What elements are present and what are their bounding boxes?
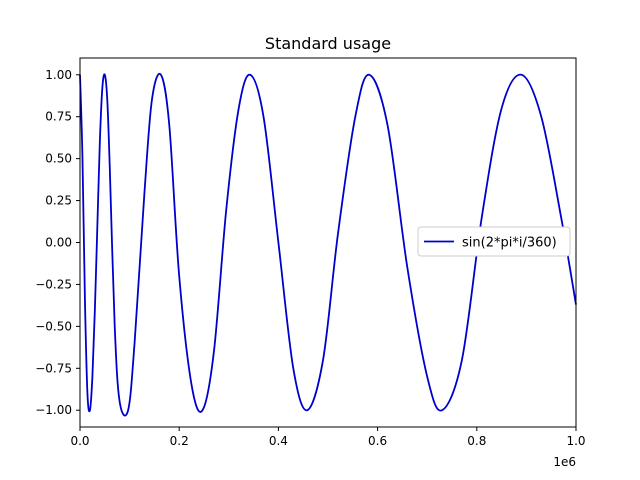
y-tick-label: −0.25: [35, 277, 72, 291]
x-tick-label: 1.0: [566, 434, 585, 448]
y-tick-label: −0.75: [35, 361, 72, 375]
y-axis: 1.00 0.75 0.50 0.25 0.00 −0.25 −0.50 −0.75 −1.00: [35, 68, 80, 417]
x-tick-label: 0.8: [467, 434, 486, 448]
x-tick-label: 0.0: [70, 434, 89, 448]
plot-area: [79, 72, 577, 417]
y-tick-label: −0.50: [35, 319, 72, 333]
legend-label: sin(2*pi*i/360): [462, 236, 557, 251]
plot-frame: [79, 57, 577, 428]
chart-title: Standard usage: [265, 34, 391, 53]
y-tick-label: 1.00: [45, 68, 72, 82]
legend-box: [417, 226, 571, 257]
y-tick-label: 0.75: [45, 110, 72, 124]
series-line: [79, 72, 577, 417]
x-axis: 0.0 0.2 0.4 0.6 0.8 1.0: [70, 427, 586, 448]
y-tick-label: 0.25: [45, 194, 72, 208]
x-tick-label: 0.4: [269, 434, 288, 448]
x-offset-label: 1e6: [553, 455, 576, 469]
y-tick-label: 0.50: [45, 152, 72, 166]
y-tick-label: −1.00: [35, 403, 72, 417]
x-tick-label: 0.2: [170, 434, 189, 448]
x-tick-label: 0.6: [368, 434, 387, 448]
legend: sin(2*pi*i/360): [417, 226, 571, 257]
y-tick-label: 0.00: [45, 236, 72, 250]
